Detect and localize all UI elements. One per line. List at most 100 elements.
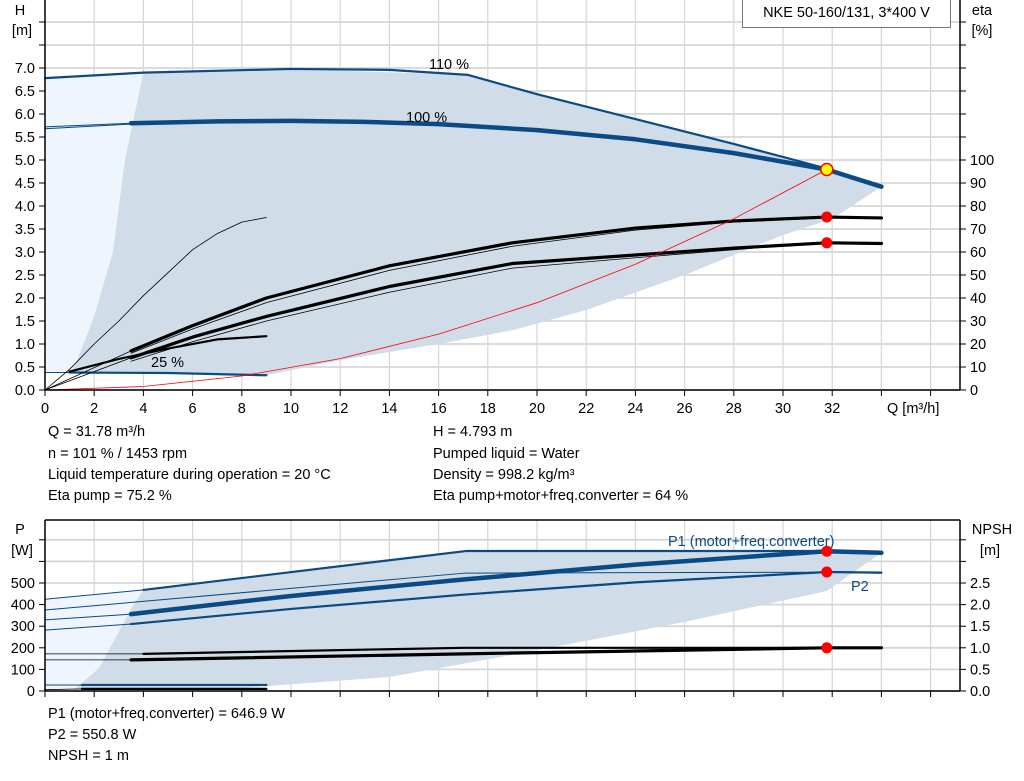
qh-x-tick-label: 12 [332, 401, 348, 417]
qh-y2-tick-label: 40 [970, 291, 986, 307]
power-point-marker [821, 566, 833, 578]
qh-y2-tick-label: 20 [970, 337, 986, 353]
qh-y-tick-label: 4.0 [15, 199, 35, 215]
qh-series-100--line [128, 118, 884, 189]
qh-x-tick-label: 14 [381, 401, 397, 417]
qh-x-tick-label: 8 [238, 401, 246, 417]
qh-label-110: 110 % [429, 57, 469, 73]
info-npsh: NPSH = 1 m [48, 748, 129, 764]
power-y-axis-label: P [15, 522, 25, 538]
qh-x-tick-label: 22 [578, 401, 594, 417]
power-series-6-line [44, 623, 132, 631]
qh-y-tick-label: 3.5 [15, 222, 35, 238]
qh-y-tick-label: 5.0 [15, 153, 35, 169]
qh-y2-tick-label: 50 [970, 268, 986, 284]
qh-series-25--line [68, 371, 268, 377]
qh-y-tick-label: 2.5 [15, 268, 35, 284]
qh-x-tick-label: 16 [431, 401, 447, 417]
qh-series-2-line [44, 123, 132, 130]
qh-y-tick-label: 1.0 [15, 337, 35, 353]
qh-duty-point-marker [820, 162, 834, 177]
qh-x-tick-label: 32 [824, 401, 840, 417]
qh-y2-tick-label: 100 [970, 153, 994, 169]
power-series-2-line [128, 549, 884, 617]
qh-x-tick-label: 10 [283, 401, 299, 417]
power-y2-tick-label: 0.5 [970, 662, 990, 678]
power-y-tick-label: 100 [11, 662, 35, 678]
qh-y-tick-label: 4.5 [15, 176, 35, 192]
power-y-axis-unit: [W] [11, 543, 33, 559]
qh-y-tick-label: 3.0 [15, 245, 35, 261]
power-series-11-line [142, 646, 883, 655]
info-temperature: Liquid temperature during operation = 20… [48, 467, 331, 483]
qh-y-tick-label: 6.5 [15, 84, 35, 100]
qh-x-tick-label: 20 [529, 401, 545, 417]
qh-y2-tick-label: 10 [970, 360, 986, 376]
qh-series-8-line [129, 241, 884, 360]
qh-y-tick-label: 2.0 [15, 291, 35, 307]
power-y2-tick-label: 0.0 [970, 684, 990, 700]
qh-x-axis-label: Q [m³/h] [887, 401, 939, 417]
power-y-tick-label: 400 [11, 598, 35, 614]
qh-y2-axis-unit: [%] [972, 23, 993, 39]
power-y-tick-label: 0 [27, 684, 35, 700]
qh-label-100: 100 % [406, 110, 447, 126]
qh-series-9-line [130, 242, 828, 362]
power-y2-tick-label: 1.5 [970, 619, 990, 635]
qh-y-tick-label: 0.5 [15, 360, 35, 376]
info-head: H = 4.793 m [433, 424, 513, 440]
power-y2-axis-unit: [m] [980, 543, 1000, 559]
power-label-p2: P2 [851, 579, 869, 595]
qh-x-tick-label: 18 [480, 401, 496, 417]
power-y2-tick-label: 2.5 [970, 576, 990, 592]
power-y-tick-label: 200 [11, 641, 35, 657]
qh-point-marker [821, 237, 833, 249]
power-series-1-line [44, 589, 144, 600]
qh-x-tick-label: 2 [90, 401, 98, 417]
power-label-p1: P1 (motor+freq.converter) [668, 534, 834, 550]
info-p1: P1 (motor+freq.converter) = 646.9 W [48, 706, 285, 722]
power-series-14-line [44, 688, 83, 691]
title-box: NKE 50-160/131, 3*400 V [742, 0, 951, 28]
qh-y-axis-unit: [m] [12, 23, 32, 39]
info-eta-total: Eta pump+motor+freq.converter = 64 % [433, 488, 689, 504]
qh-point-marker [821, 211, 833, 223]
info-p2: P2 = 550.8 W [48, 727, 137, 743]
qh-x-tick-label: 24 [627, 401, 643, 417]
qh-y-tick-label: 0.0 [15, 383, 35, 399]
qh-x-tick-label: 6 [189, 401, 197, 417]
qh-y2-tick-label: 30 [970, 314, 986, 330]
power-series-3-line [44, 613, 132, 621]
info-eta-pump: Eta pump = 75.2 % [48, 488, 172, 504]
qh-series-10-line [44, 217, 267, 391]
power-y-tick-label: 300 [11, 619, 35, 635]
qh-y-axis-label: H [15, 3, 25, 19]
qh-series-12-line [44, 350, 132, 391]
power-y2-tick-label: 1.0 [970, 641, 990, 657]
qh-x-tick-label: 4 [139, 401, 147, 417]
qh-x-tick-label: 26 [677, 401, 693, 417]
power-y-tick-label: 500 [11, 576, 35, 592]
power-point-marker [821, 642, 833, 654]
info-speed: n = 101 % / 1453 rpm [48, 446, 188, 462]
info-flow: Q = 31.78 m³/h [48, 424, 146, 440]
qh-series-11-line [68, 335, 268, 373]
power-series-p2-line [130, 570, 883, 626]
qh-label-25: 25 % [151, 355, 184, 371]
qh-y2-axis-label: eta [972, 3, 993, 19]
qh-x-tick-label: 28 [726, 401, 742, 417]
power-point-marker [821, 545, 833, 557]
qh-y2-tick-label: 80 [970, 199, 986, 215]
qh-y-tick-label: 1.5 [15, 314, 35, 330]
qh-y2-tick-label: 60 [970, 245, 986, 261]
qh-series-7-line [130, 216, 828, 354]
qh-y2-tick-label: 70 [970, 222, 986, 238]
qh-series-14-line [44, 169, 828, 391]
qh-region-light [45, 72, 144, 373]
qh-x-tick-label: 0 [41, 401, 49, 417]
power-y2-axis-label: NPSH [972, 522, 1012, 538]
qh-y-tick-label: 6.0 [15, 107, 35, 123]
qh-y2-tick-label: 0 [970, 383, 978, 399]
info-liquid: Pumped liquid = Water [433, 446, 580, 462]
